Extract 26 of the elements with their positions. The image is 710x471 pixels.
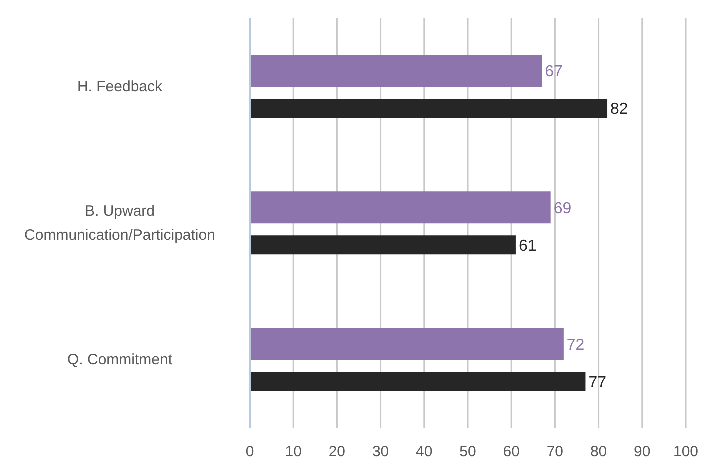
- data-label: 69: [554, 200, 572, 218]
- data-label: 77: [588, 374, 607, 392]
- bar: [250, 328, 564, 360]
- x-tick-label: 40: [416, 444, 433, 461]
- x-tick-label: 30: [372, 444, 390, 461]
- bar: [250, 55, 542, 87]
- x-tick-label: 20: [328, 444, 346, 461]
- y-tick-label: B. Upward Communication/Participation: [24, 202, 216, 244]
- x-tick-label: 80: [590, 444, 608, 461]
- x-tick-label: 90: [634, 444, 651, 461]
- bar: [250, 192, 551, 224]
- data-label: 72: [566, 337, 585, 354]
- data-label: 82: [610, 101, 628, 118]
- bar: [250, 99, 608, 118]
- x-tick-label: 70: [546, 444, 564, 461]
- x-tick-label: 10: [285, 444, 302, 461]
- bar: [250, 236, 516, 255]
- bar: [250, 372, 586, 392]
- x-tick-label: 100: [673, 444, 699, 461]
- x-tick-label: 0: [246, 444, 254, 461]
- y-tick-label: H. Feedback: [77, 78, 164, 95]
- y-tick-label: Q. Commitment: [67, 351, 174, 368]
- x-tick-label: 60: [503, 444, 520, 461]
- data-label: 61: [518, 238, 537, 255]
- x-tick-label: 50: [460, 444, 476, 461]
- data-label: 67: [545, 64, 564, 81]
